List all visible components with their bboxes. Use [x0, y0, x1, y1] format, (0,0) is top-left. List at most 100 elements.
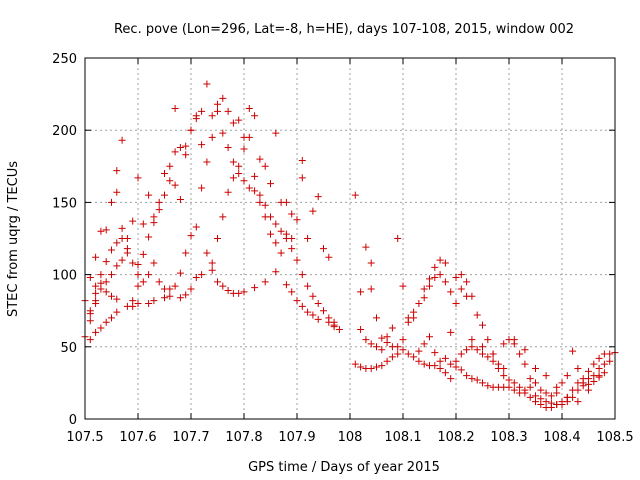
data-point [123, 235, 131, 242]
y-tick-label: 100 [52, 269, 77, 284]
data-point [97, 227, 105, 235]
data-point [452, 273, 460, 281]
data-point [277, 227, 285, 235]
data-point [457, 271, 465, 279]
chart-title: Rec. pove (Lon=296, Lat=-8, h=HE), days … [114, 22, 574, 37]
data-point [479, 350, 486, 358]
data-point [452, 299, 460, 307]
data-point [585, 367, 592, 375]
data-point [426, 282, 433, 290]
data-point [182, 249, 190, 257]
data-point [325, 253, 333, 261]
data-point [298, 157, 306, 165]
data-point [367, 285, 375, 293]
data-point [325, 314, 333, 322]
data-point [404, 350, 412, 358]
data-point [426, 333, 433, 341]
data-point [457, 366, 465, 374]
data-point [388, 353, 396, 361]
data-point [208, 266, 216, 274]
data-point [134, 271, 142, 279]
data-point [404, 318, 412, 326]
data-point [383, 333, 391, 341]
data-point [436, 364, 444, 372]
data-point [161, 170, 168, 178]
data-point [118, 224, 126, 232]
data-point [203, 158, 211, 166]
data-point [298, 271, 306, 279]
data-point [97, 279, 105, 287]
data-point [192, 223, 200, 231]
data-point [415, 357, 423, 365]
data-point [585, 386, 592, 394]
data-point [208, 259, 216, 267]
data-point [420, 340, 428, 348]
data-point [92, 282, 100, 290]
data-point [351, 360, 359, 368]
x-tick-label: 108.4 [543, 430, 580, 445]
data-point [394, 350, 402, 358]
x-tick-label: 107.6 [119, 430, 156, 445]
data-point [240, 177, 248, 185]
data-point [484, 382, 492, 390]
data-point [510, 386, 518, 394]
x-tick-label: 107.9 [278, 430, 315, 445]
data-point [351, 191, 359, 199]
data-point [574, 398, 582, 406]
grid-lines [85, 58, 615, 419]
data-point [166, 285, 174, 293]
data-point [288, 210, 296, 218]
data-point [198, 184, 206, 192]
data-point [314, 299, 322, 307]
data-point [224, 144, 232, 152]
data-point [235, 116, 243, 124]
data-point [526, 383, 534, 391]
data-point [245, 105, 253, 113]
data-point [92, 297, 100, 305]
x-tick-label: 107.8 [225, 430, 262, 445]
data-point [542, 372, 550, 380]
data-point [415, 299, 423, 307]
data-point [463, 372, 471, 380]
data-point [134, 260, 142, 268]
data-point [335, 325, 343, 333]
data-point [558, 401, 566, 409]
data-point [261, 278, 269, 286]
data-point [447, 328, 455, 336]
data-point [166, 162, 174, 170]
data-point [373, 343, 380, 351]
data-point [139, 278, 147, 286]
data-point [256, 191, 264, 199]
data-point [272, 268, 280, 276]
data-point [86, 273, 94, 281]
data-point [367, 259, 375, 267]
data-point [505, 383, 513, 391]
data-point [251, 112, 259, 120]
data-point [176, 294, 184, 302]
data-point [155, 278, 163, 286]
data-point [468, 343, 476, 351]
data-point [86, 310, 94, 318]
data-point [97, 271, 105, 279]
data-point [240, 145, 248, 153]
data-point [595, 364, 603, 372]
data-point [441, 354, 449, 362]
data-point [251, 284, 259, 292]
data-point [113, 262, 121, 270]
data-point [373, 314, 380, 322]
data-point [298, 302, 306, 310]
data-point [489, 357, 497, 365]
data-point [235, 289, 243, 297]
x-tick-label: 107.7 [172, 430, 209, 445]
data-point [330, 318, 338, 326]
data-point [182, 142, 190, 150]
data-point [214, 235, 221, 242]
data-point [378, 346, 386, 354]
data-point [367, 340, 375, 348]
data-point [314, 193, 322, 201]
data-point [293, 216, 301, 224]
data-point [600, 369, 608, 377]
data-point [420, 294, 428, 302]
data-point [134, 299, 142, 307]
